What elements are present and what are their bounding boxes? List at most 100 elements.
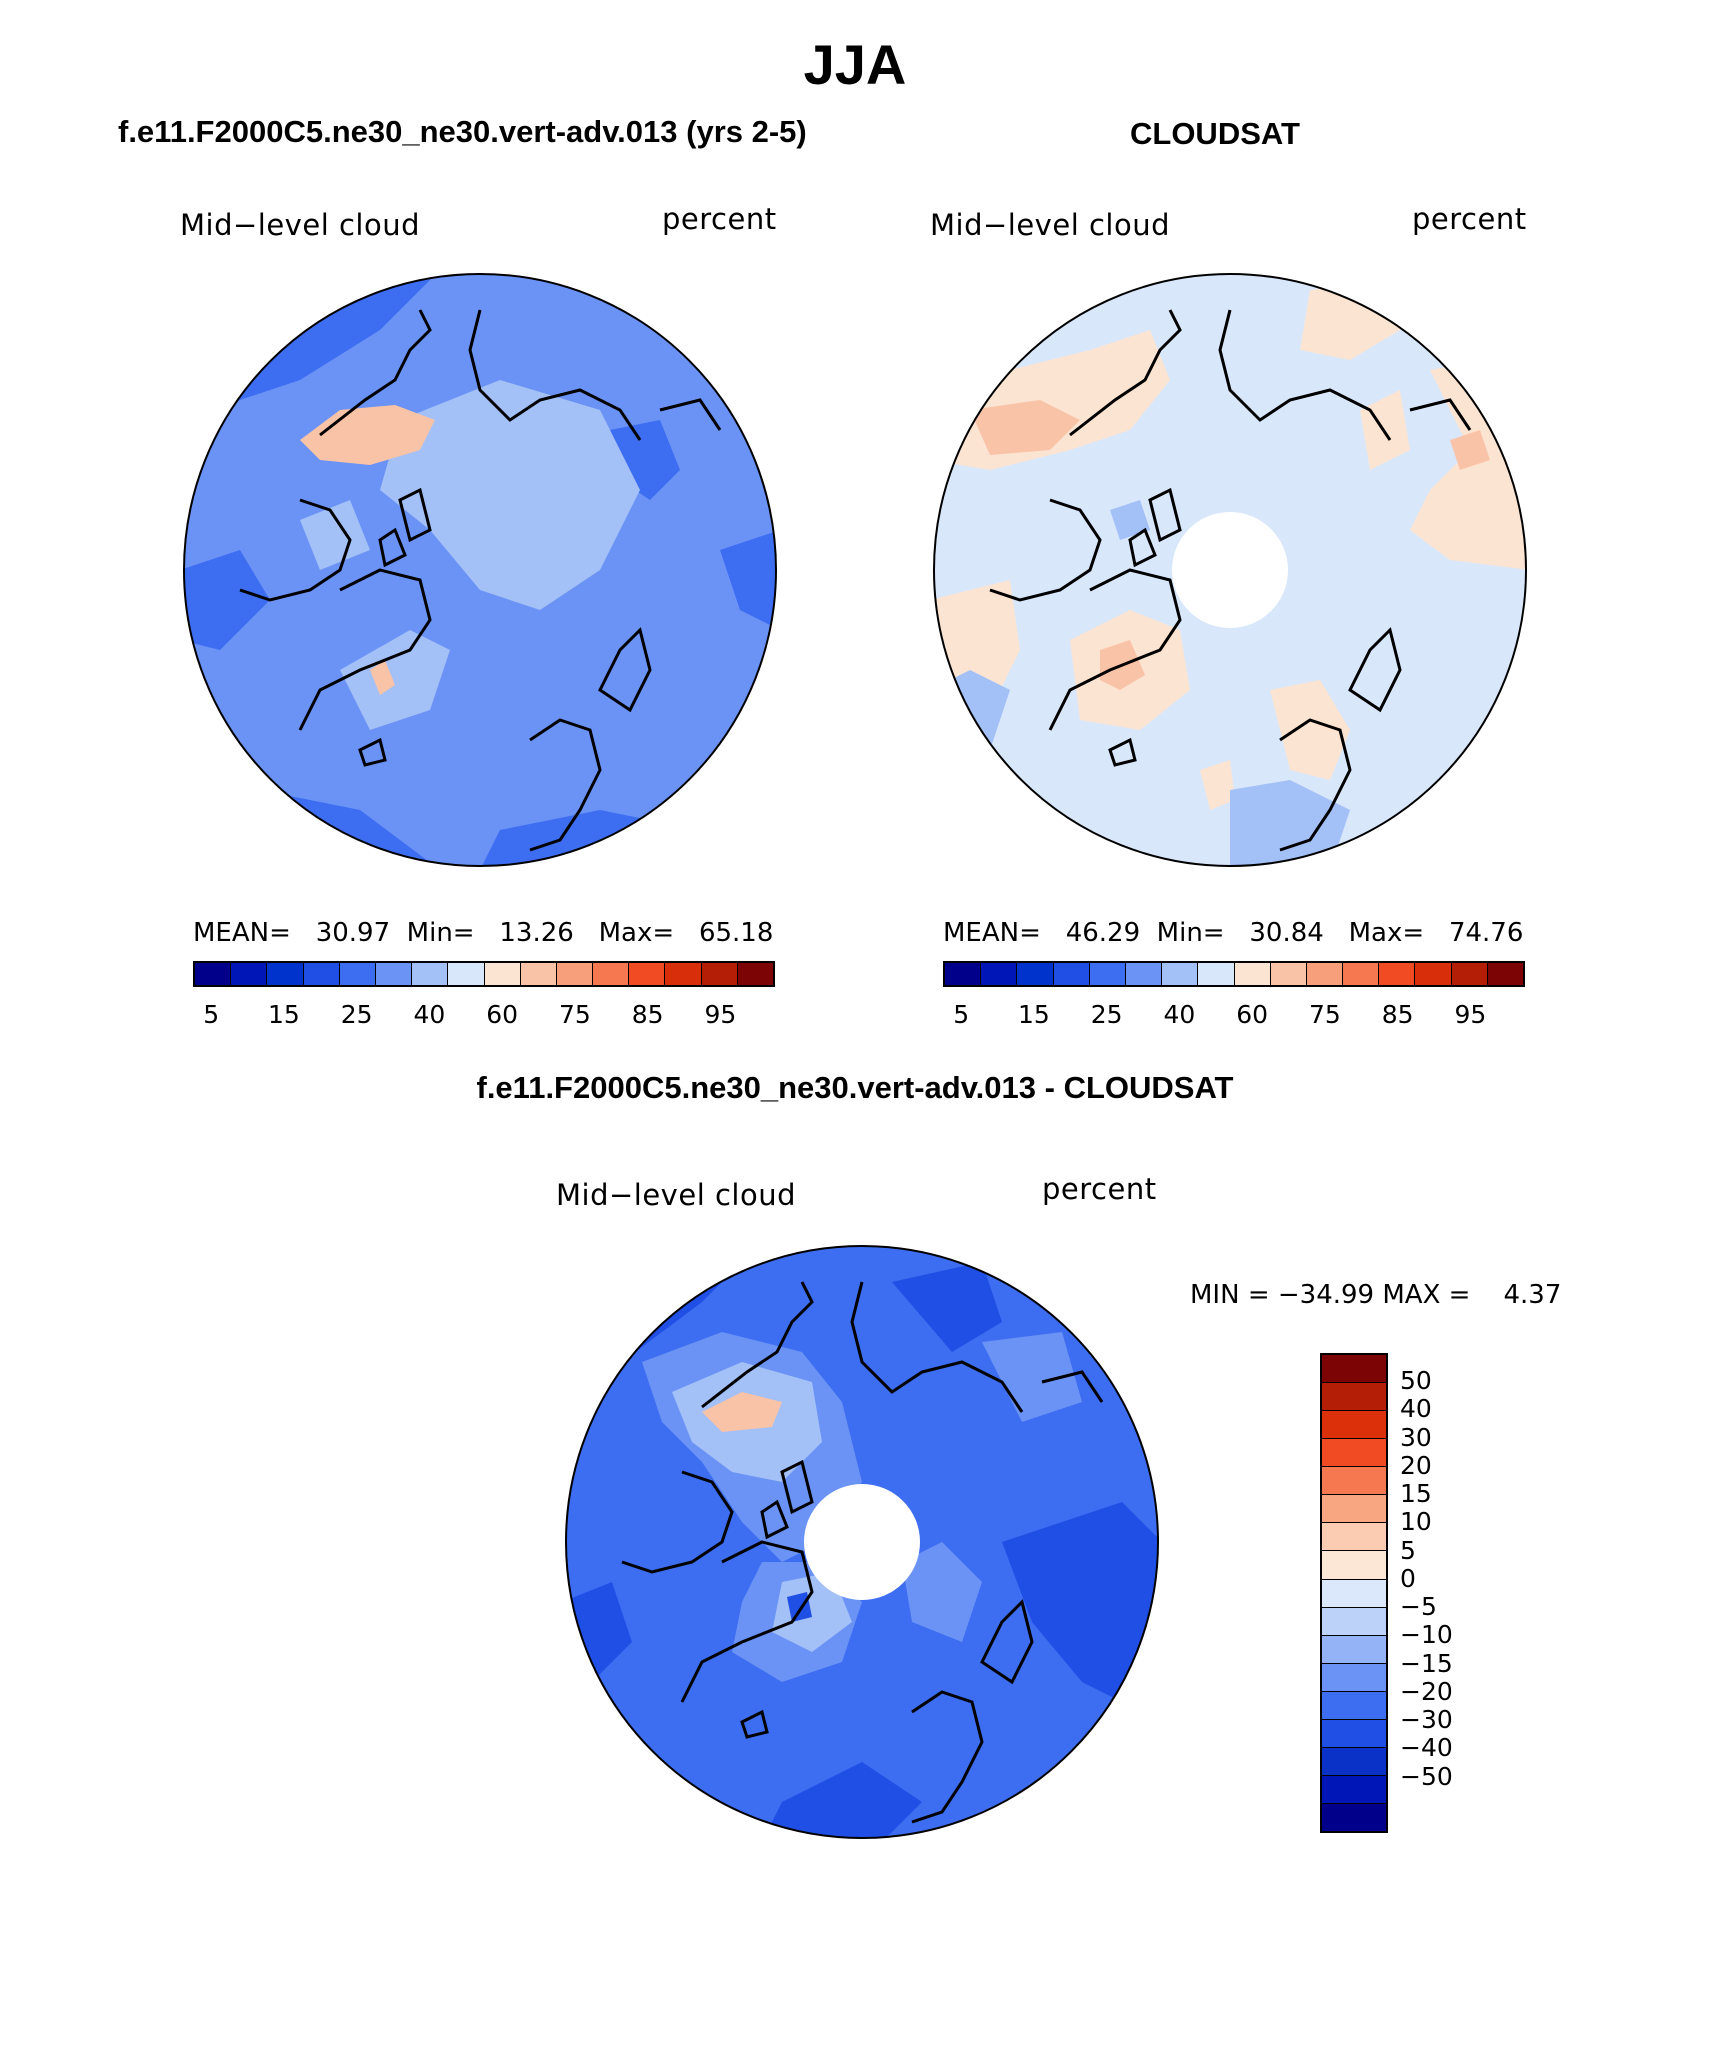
model-colorbar-box (665, 963, 702, 985)
obs-colorbar-box (1270, 963, 1307, 985)
diff-colorbar-box (1322, 1579, 1386, 1608)
model-colorbar-ticks: 5 15 25 40 60 75 85 95 (193, 1000, 775, 1030)
obs-colorbar (943, 961, 1525, 987)
obs-min-label: Min= (1156, 918, 1225, 948)
model-colorbar-box (593, 963, 630, 985)
diff-colorbar-label: 50 (1400, 1366, 1432, 1396)
diff-colorbar-box (1322, 1495, 1386, 1524)
diff-minmax: MIN = −34.99 MAX = 4.37 (1190, 1280, 1562, 1310)
obs-colorbar-box (1162, 963, 1199, 985)
model-min-value: 13.26 (499, 918, 574, 948)
diff-colorbar-box (1322, 1663, 1386, 1692)
obs-colorbar-box (1306, 963, 1344, 985)
model-map-border (183, 273, 777, 867)
obs-coastlines (989, 309, 1472, 852)
model-coastlines (239, 309, 722, 852)
obs-colorbar-box (1125, 963, 1163, 985)
diff-colorbar-label: 40 (1400, 1394, 1432, 1424)
diff-colorbar-label: −20 (1400, 1676, 1453, 1706)
model-colorbar-box (303, 963, 340, 985)
model-colorbar-box (448, 963, 485, 985)
diff-colorbar-box (1322, 1355, 1386, 1384)
diff-colorbar-box (1322, 1691, 1386, 1720)
obs-colorbar-box (1017, 963, 1054, 985)
model-colorbar (193, 961, 775, 987)
obs-colorbar-box (1234, 963, 1271, 985)
obs-colorbar-tick-label: 75 (1309, 1000, 1341, 1029)
season-title: JJA (803, 33, 907, 96)
obs-colorbar-tick-label: 85 (1381, 1000, 1414, 1029)
obs-colorbar-box (1379, 963, 1416, 985)
obs-colorbar-box (945, 963, 982, 985)
obs-min-value: 30.84 (1249, 918, 1324, 948)
diff-colorbar-box (1322, 1719, 1386, 1748)
model-colorbar-tick-label: 15 (268, 1000, 300, 1029)
diff-colorbar-label: 15 (1400, 1479, 1432, 1509)
diff-colorbar-label: 20 (1400, 1450, 1432, 1480)
diff-colorbar-box (1322, 1635, 1386, 1664)
obs-colorbar-box (1487, 963, 1523, 985)
obs-colorbar-box (1343, 963, 1380, 985)
diff-map-border (565, 1245, 1159, 1839)
model-colorbar-tick-label: 40 (413, 1000, 446, 1029)
diff-colorbar-label: −10 (1400, 1620, 1453, 1650)
model-colorbar-box (737, 963, 773, 985)
diff-colorbar-label: 0 (1400, 1563, 1416, 1593)
obs-mean-value: 46.29 (1065, 918, 1141, 948)
model-mean-value: 30.97 (315, 918, 391, 948)
obs-title: CLOUDSAT (1130, 116, 1300, 151)
diff-colorbar-label: 5 (1400, 1535, 1416, 1565)
obs-colorbar-box (1053, 963, 1090, 985)
model-colorbar-box (520, 963, 557, 985)
obs-colorbar-box (1198, 963, 1235, 985)
model-colorbar-box (195, 963, 232, 985)
model-colorbar-box (556, 963, 594, 985)
diff-colorbar-box (1322, 1467, 1386, 1496)
model-units-label: percent (662, 202, 777, 236)
model-min-label: Min= (406, 918, 475, 948)
model-colorbar-tick-label: 95 (704, 1000, 737, 1029)
obs-colorbar-box (1451, 963, 1488, 985)
diff-colorbar (1320, 1353, 1388, 1833)
obs-polar-map (933, 273, 1527, 867)
diff-polar-map (565, 1245, 1159, 1839)
diff-colorbar-box (1322, 1439, 1386, 1468)
obs-colorbar-tick-label: 60 (1236, 1000, 1269, 1029)
model-colorbar-box (629, 963, 666, 985)
model-variable-label: Mid−level cloud (180, 208, 420, 242)
model-case-title: f.e11.F2000C5.ne30_ne30.vert-adv.013 (yr… (118, 114, 807, 149)
obs-colorbar-tick-label: 5 (953, 1000, 970, 1029)
model-colorbar-box (267, 963, 304, 985)
diff-colorbar-box (1322, 1607, 1386, 1636)
diff-colorbar-label: 10 (1400, 1507, 1432, 1537)
model-colorbar-box (339, 963, 376, 985)
diff-colorbar-box (1322, 1551, 1386, 1580)
obs-colorbar-tick-label: 25 (1090, 1000, 1123, 1029)
diff-variable-label: Mid−level cloud (556, 1178, 796, 1212)
diff-colorbar-box (1322, 1411, 1386, 1440)
obs-max-label: Max= (1348, 918, 1425, 948)
diff-colorbar-box (1322, 1804, 1386, 1832)
diff-units-label: percent (1042, 1172, 1157, 1206)
diff-colorbar-label: −30 (1400, 1705, 1453, 1735)
obs-stats: MEAN= 46.29 Min= 30.84 Max= 74.76 (943, 918, 1523, 948)
diff-colorbar-label: −40 (1400, 1733, 1453, 1763)
diff-colorbar-label: −15 (1400, 1648, 1453, 1678)
diff-colorbar-label: 30 (1400, 1422, 1432, 1452)
obs-colorbar-box (1415, 963, 1452, 985)
model-max-label: Max= (598, 918, 675, 948)
model-colorbar-box (231, 963, 268, 985)
model-colorbar-tick-label: 25 (340, 1000, 373, 1029)
obs-variable-label: Mid−level cloud (930, 208, 1170, 242)
model-colorbar-box (484, 963, 521, 985)
obs-colorbar-tick-label: 95 (1454, 1000, 1487, 1029)
diff-colorbar-labels: 50 40 30 20 15 10 5 0 −5 −10 −15 −20 −30 −40 −50 (1400, 1353, 1480, 1833)
obs-max-value: 74.76 (1448, 918, 1524, 948)
diff-coastlines (621, 1281, 1104, 1824)
obs-colorbar-tick-label: 40 (1163, 1000, 1196, 1029)
model-stats: MEAN= 30.97 Min= 13.26 Max= 65.18 (193, 918, 773, 948)
model-colorbar-box (375, 963, 413, 985)
model-colorbar-tick-label: 85 (631, 1000, 664, 1029)
model-mean-label: MEAN= (193, 918, 291, 948)
diff-title: f.e11.F2000C5.ne30_ne30.vert-adv.013 - C… (476, 1070, 1234, 1105)
